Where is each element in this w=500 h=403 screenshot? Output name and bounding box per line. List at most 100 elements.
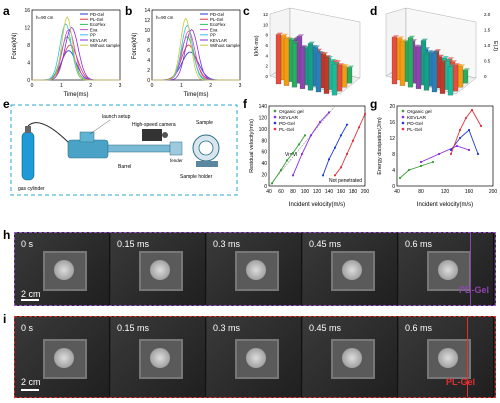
chart-c-bar-top [334, 60, 341, 63]
frame-time-label: 0.15 ms [117, 323, 150, 333]
chart-c-ztick: 2 [265, 64, 268, 69]
chart-g-ytick: 4 [392, 168, 395, 174]
chart-f-legend-swatch [273, 121, 277, 125]
chart-g-point [455, 144, 459, 148]
chart-f: Residual velocity(m/s) Incident velocity… [249, 104, 369, 208]
sample-plate [43, 251, 87, 291]
barrel-icon [107, 144, 171, 153]
chart-c-ylabel: I(kN·ms) [254, 35, 260, 56]
chart-f-point [303, 134, 307, 137]
chart-g-series-line [450, 129, 479, 155]
strip-h-frames: 0 s 0.15 ms 0.3 ms 0.45 ms 0.6 ms [15, 233, 495, 305]
chart-d-ylabel: E(J) [492, 41, 498, 51]
chart-f-point [291, 151, 295, 155]
chart-b-legend-label: PL-Gel [210, 17, 223, 22]
chart-d-bar [452, 65, 459, 92]
chart-c-bar [291, 42, 298, 88]
camera-lens-icon [162, 132, 168, 138]
chart-c-bar-top [329, 59, 336, 61]
chart-c-bar [275, 34, 282, 85]
chart-g-xtick: 160 [465, 189, 474, 195]
chart-f-point [333, 146, 337, 149]
chart-f-ytick: 100 [259, 127, 268, 133]
chart-f-legend-label: PD-Gel [279, 121, 295, 127]
strip-h-scale: 2 cm [21, 289, 41, 299]
chart-f-vr-line [268, 105, 336, 187]
diagram-e-border [10, 104, 238, 196]
strip-i-scalebar [21, 389, 39, 391]
chart-d-bar-top [397, 36, 404, 39]
chart-f-point [339, 166, 343, 169]
strip-i-marker-line [467, 317, 468, 397]
chart-f-point [270, 182, 274, 185]
chart-f-point [291, 174, 295, 177]
strip-h-marker-line [470, 233, 471, 305]
sample-icon [54, 348, 74, 368]
sample-icon [54, 260, 74, 280]
sample-plate [139, 251, 183, 291]
chart-f-np-annotation: Not penetrated [329, 178, 362, 184]
chart-d-ztick: 1.5 [484, 28, 491, 33]
chart-b-ylabel: Force(kN) [132, 33, 138, 60]
strip-h: 0 s 0.15 ms 0.3 ms 0.45 ms 0.6 ms 2 cm PD-Ge… [14, 232, 496, 306]
chart-d-bar [423, 53, 430, 91]
sample-icon [342, 260, 362, 280]
chart-b-ytick: 6 [147, 48, 150, 54]
chart-f-legend-swatch [273, 127, 277, 131]
panel-letter-d: d [370, 4, 378, 18]
chart-g-series-line [399, 161, 434, 179]
chart-f-xtick: 180 [349, 189, 358, 195]
chart-f-point [345, 123, 349, 126]
chart-g-xtick: 200 [489, 189, 498, 195]
chart-d-bar [391, 37, 398, 85]
video-frame: 0 s [15, 233, 110, 305]
sample-icon [342, 348, 362, 368]
chart-g-xtick: 80 [418, 189, 424, 195]
chart-a-legend-label: Without sample [90, 43, 120, 48]
chart-g-ytick: 16 [389, 120, 395, 126]
video-frame: 0.45 ms [303, 317, 398, 397]
frame-time-label: 0.45 ms [309, 323, 342, 333]
chart-f-point [357, 126, 361, 129]
chart-g-xtick: 40 [394, 189, 400, 195]
chart-b-ytick: 12 [144, 18, 150, 24]
chart-c-bar-top [313, 45, 320, 48]
strip-i-label: PL-Gel [445, 377, 475, 387]
chart-a-xlabel: Time(ms) [63, 92, 88, 98]
chart-b-legend-label: PP [210, 33, 216, 38]
chart-g-ytick: 12 [389, 136, 395, 142]
cylinder-valve-icon [25, 126, 31, 133]
fender-label: fender [170, 158, 183, 163]
frame-time-label: 0.6 ms [405, 323, 433, 333]
video-frame: 0.6 ms [399, 317, 494, 397]
strip-h-scalebar [21, 299, 39, 301]
chart-a-ylabel: Force(kN) [12, 33, 18, 60]
sample-holder-base [196, 161, 218, 167]
high-speed-camera-icon [142, 129, 162, 141]
chart-g-point [419, 164, 423, 168]
chart-c-ztick: 6 [265, 43, 268, 48]
panel-letter-b: b [125, 4, 133, 18]
chart-c-bar [336, 65, 343, 92]
chart-c-bar-top [332, 62, 339, 64]
video-frame: 0.3 ms [207, 317, 302, 397]
sample-plate [331, 339, 375, 379]
chart-a-xtick: 2 [89, 83, 92, 89]
chart-d-ztick: 0.5 [484, 59, 491, 64]
chart-d-bar [407, 37, 414, 88]
chart-d-bar-top [400, 39, 407, 42]
strip-i: 0 s 0.15 ms 0.3 ms 0.45 ms 0.6 ms 2 cm PL-Ge… [14, 316, 496, 398]
sample-icon [246, 260, 266, 280]
chart-g-point [467, 128, 471, 132]
frame-time-label: 0.15 ms [117, 239, 150, 249]
gas-cylinder-icon [21, 131, 35, 181]
chart-c-bar-top [316, 51, 323, 53]
chart-b-xtick: 3 [239, 83, 242, 89]
chart-c-bar [323, 57, 330, 94]
frame-time-label: 0.3 ms [213, 239, 241, 249]
chart-d-ztick: 2.0 [484, 12, 491, 17]
chart-f-xtick: 60 [278, 189, 284, 195]
chart-a-curve [32, 16, 120, 81]
chart-f-point [333, 174, 337, 177]
